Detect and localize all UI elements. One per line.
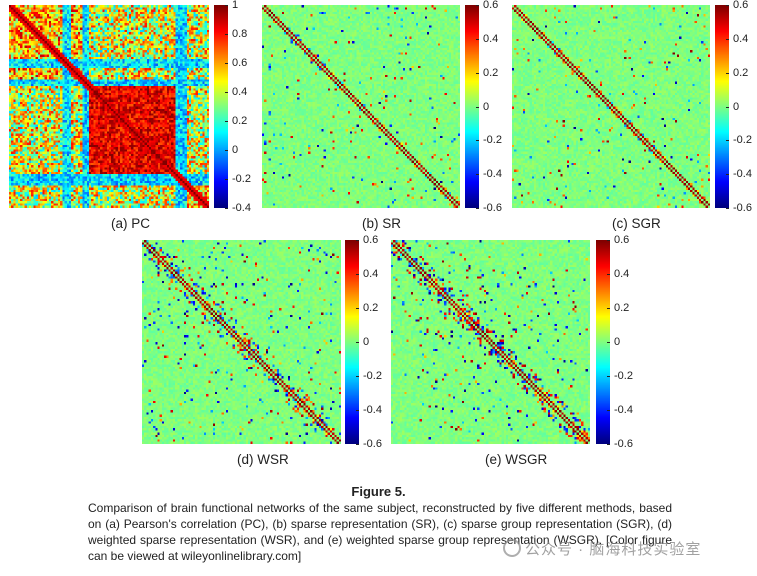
colorbar-tick-label: 0 <box>733 101 740 113</box>
heatmap-wsr <box>142 240 341 444</box>
colorbar-wsr <box>345 240 359 444</box>
colorbar-tick-mark <box>607 240 610 241</box>
colorbar-tick-mark <box>476 5 479 6</box>
colorbar-tick-label: 0 <box>614 336 621 348</box>
colorbar-tick-label: 0.6 <box>733 0 749 11</box>
colorbar-tick-label: 0.4 <box>232 86 248 98</box>
colorbar-tick-label: 0.4 <box>733 33 749 45</box>
heatmap-sgr <box>512 5 710 208</box>
colorbar-tick-label: 0.2 <box>614 302 630 314</box>
colorbar-tick-label: -0.4 <box>733 168 752 180</box>
colorbar-tick-mark <box>726 208 729 209</box>
caption-sgr: (c) SGR <box>612 216 661 231</box>
colorbar-tick-mark <box>607 444 610 445</box>
colorbar-tick-mark <box>726 5 729 6</box>
colorbar-tick-label: -0.2 <box>232 173 251 185</box>
heatmap-sr <box>262 5 460 208</box>
watermark-text: 公众号 · 脑海科技实验室 <box>525 541 702 558</box>
heatmap-pc <box>9 5 209 208</box>
colorbar-tick-label: 0.2 <box>363 302 379 314</box>
watermark: 公众号 · 脑海科技实验室 <box>503 538 701 559</box>
colorbar-tick-label: 0 <box>363 336 370 348</box>
colorbar-tick-mark <box>356 376 359 377</box>
colorbar-tick-mark <box>607 376 610 377</box>
caption-wsr: (d) WSR <box>237 452 289 467</box>
colorbar-tick-mark <box>225 5 228 6</box>
colorbar-tick-label: 0.6 <box>483 0 499 11</box>
colorbar-tick-label: 1 <box>232 0 239 11</box>
colorbar-tick-label: 0.6 <box>614 234 630 246</box>
colorbar-tick-label: -0.4 <box>232 202 251 214</box>
colorbar-sr <box>465 5 479 208</box>
colorbar-wsgr <box>596 240 610 444</box>
colorbar-tick-mark <box>607 410 610 411</box>
colorbar-tick-mark <box>225 121 228 122</box>
colorbar-tick-mark <box>225 179 228 180</box>
colorbar-tick-mark <box>726 107 729 108</box>
colorbar-tick-label: -0.6 <box>483 202 502 214</box>
colorbar-tick-mark <box>476 140 479 141</box>
colorbar-tick-label: -0.4 <box>363 404 382 416</box>
colorbar-tick-mark <box>607 274 610 275</box>
caption-pc: (a) PC <box>111 216 151 231</box>
colorbar-tick-mark <box>225 34 228 35</box>
colorbar-tick-label: -0.4 <box>614 404 633 416</box>
colorbar-tick-mark <box>607 342 610 343</box>
colorbar-tick-mark <box>476 39 479 40</box>
colorbar-tick-mark <box>356 274 359 275</box>
colorbar-tick-label: 0.4 <box>483 33 499 45</box>
colorbar-tick-mark <box>225 150 228 151</box>
colorbar-tick-label: -0.6 <box>733 202 752 214</box>
caption-sr: (b) SR <box>362 216 402 231</box>
figure-caption: Comparison of brain functional networks … <box>88 501 672 563</box>
colorbar-tick-mark <box>476 208 479 209</box>
colorbar-sgr <box>715 5 729 208</box>
colorbar-tick-label: 0.2 <box>483 67 499 79</box>
colorbar-tick-label: -0.2 <box>614 370 633 382</box>
colorbar-tick-label: -0.6 <box>614 438 633 450</box>
colorbar-tick-mark <box>356 444 359 445</box>
colorbar-tick-label: 0.2 <box>733 67 749 79</box>
colorbar-tick-label: 0.4 <box>363 268 379 280</box>
colorbar-tick-label: 0.2 <box>232 115 248 127</box>
colorbar-tick-label: -0.4 <box>483 168 502 180</box>
colorbar-tick-mark <box>225 208 228 209</box>
colorbar-tick-label: 0.4 <box>614 268 630 280</box>
colorbar-tick-label: 0.8 <box>232 28 248 40</box>
colorbar-tick-mark <box>607 308 610 309</box>
colorbar-tick-label: -0.6 <box>363 438 382 450</box>
caption-wsgr: (e) WSGR <box>485 452 548 467</box>
colorbar-tick-mark <box>225 63 228 64</box>
colorbar-tick-mark <box>356 410 359 411</box>
colorbar-tick-label: -0.2 <box>363 370 382 382</box>
colorbar-tick-mark <box>726 140 729 141</box>
heatmap-wsgr <box>391 240 590 444</box>
wechat-icon <box>503 539 521 557</box>
colorbar-tick-mark <box>476 174 479 175</box>
colorbar-tick-mark <box>726 174 729 175</box>
colorbar-tick-label: -0.2 <box>733 134 752 146</box>
colorbar-tick-mark <box>356 308 359 309</box>
colorbar-tick-mark <box>476 73 479 74</box>
figure-title: Figure 5. <box>351 484 406 499</box>
colorbar-tick-mark <box>476 107 479 108</box>
colorbar-tick-mark <box>356 240 359 241</box>
colorbar-tick-label: 0 <box>232 144 239 156</box>
colorbar-tick-label: 0.6 <box>363 234 379 246</box>
colorbar-tick-mark <box>225 92 228 93</box>
colorbar-tick-mark <box>726 73 729 74</box>
colorbar-tick-mark <box>356 342 359 343</box>
colorbar-tick-mark <box>726 39 729 40</box>
colorbar-tick-label: -0.2 <box>483 134 502 146</box>
colorbar-tick-label: 0.6 <box>232 57 248 69</box>
colorbar-tick-label: 0 <box>483 101 490 113</box>
colorbar-pc <box>214 5 228 208</box>
